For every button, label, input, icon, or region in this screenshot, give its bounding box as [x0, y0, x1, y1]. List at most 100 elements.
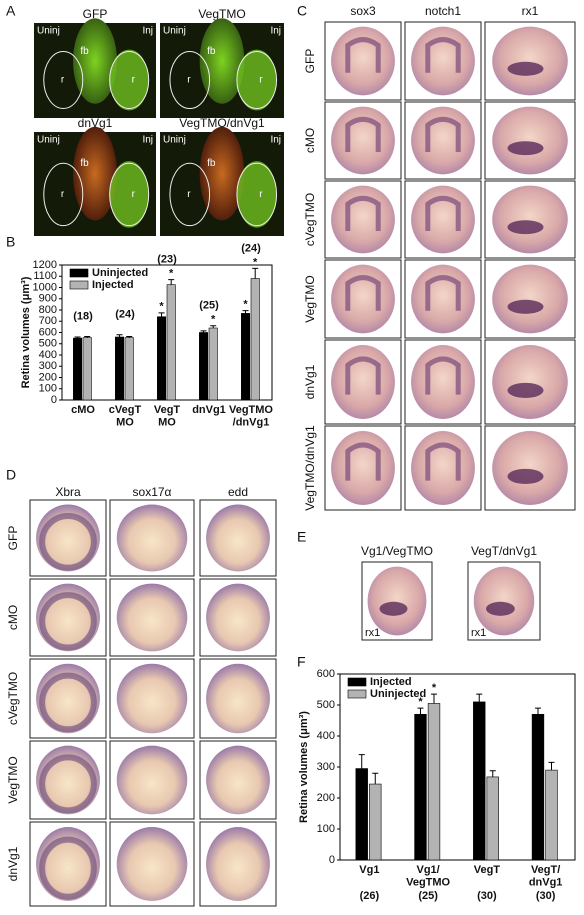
- tissue: [109, 49, 149, 111]
- bar: [124, 337, 134, 401]
- side-label: Inj: [142, 26, 153, 37]
- row-label: VegTMO/dnVg1: [303, 425, 317, 511]
- embryo: [331, 345, 395, 419]
- embryo: [411, 345, 475, 419]
- y-tick-label: 100: [39, 383, 57, 395]
- row-label: cMO: [6, 605, 20, 630]
- marker-label: rx1: [365, 627, 380, 639]
- row-label: VegTMO: [6, 756, 20, 803]
- count-label: (24): [241, 242, 261, 254]
- embryo: [116, 583, 188, 652]
- bar: [355, 768, 368, 861]
- x-tick-label: cMO: [71, 404, 95, 416]
- significance: *: [253, 256, 258, 268]
- significance: *: [159, 301, 164, 313]
- region-label: fb: [207, 158, 216, 169]
- region-label: r: [61, 75, 65, 86]
- column-header: rx1: [522, 4, 539, 18]
- stain: [39, 512, 97, 571]
- y-tick-label: 600: [317, 668, 335, 680]
- row-label: VegTMO: [303, 275, 317, 322]
- region-label: r: [259, 75, 263, 86]
- tissue: [236, 49, 277, 111]
- region-label: fb: [80, 158, 89, 169]
- side-label: Inj: [270, 26, 281, 37]
- row-label: dnVg1: [6, 846, 20, 881]
- x-tick-label: Vg1/VegTMO: [406, 864, 450, 889]
- region-label: r: [132, 189, 136, 200]
- y-tick-label: 100: [317, 823, 335, 835]
- embryo: [116, 827, 188, 901]
- stain: [507, 468, 544, 484]
- row-label: cMO: [303, 128, 317, 153]
- y-tick-label: 1100: [33, 270, 57, 282]
- embryo: [331, 26, 395, 96]
- embryo: [492, 26, 568, 96]
- region-label: fb: [80, 46, 89, 57]
- error-bar: [74, 336, 81, 339]
- error-bar: [242, 310, 249, 314]
- error-bar: [126, 335, 133, 338]
- panel-label: A: [6, 3, 16, 19]
- error-bar: [84, 335, 91, 338]
- stain: [507, 61, 544, 76]
- significance: *: [243, 298, 248, 310]
- tissue: [73, 18, 117, 104]
- stain: [425, 116, 461, 153]
- x-tick-label: Vg1: [359, 864, 379, 876]
- x-tick-label: VegT: [474, 864, 501, 876]
- error-bar: [431, 693, 437, 704]
- stain: [345, 356, 381, 395]
- retina-outline: [109, 162, 150, 227]
- y-axis-label: Retina volumes (μm³): [20, 276, 32, 388]
- side-label: Uninj: [37, 135, 60, 146]
- error-bar: [210, 325, 217, 328]
- embryo: [331, 431, 395, 505]
- count-label: (30): [536, 890, 556, 902]
- y-tick-label: 500: [39, 338, 57, 350]
- column-header: sox3: [350, 4, 376, 18]
- x-tick-label: VegTMO/dnVg1: [229, 404, 273, 429]
- y-tick-label: 300: [317, 761, 335, 773]
- region-label: r: [187, 75, 191, 86]
- region-label: r: [132, 75, 136, 86]
- embryo: [206, 663, 270, 734]
- side-label: Inj: [142, 135, 153, 146]
- x-tick-label: VegT/dnVg1: [529, 864, 563, 889]
- bar: [166, 284, 176, 401]
- embryo: [206, 745, 270, 815]
- y-tick-label: 0: [329, 854, 335, 866]
- y-tick-label: 400: [39, 349, 57, 361]
- error-bar: [489, 770, 496, 777]
- retina-outline: [109, 51, 150, 109]
- embryo: [473, 566, 535, 636]
- retina-outline: [236, 162, 278, 227]
- stain: [425, 37, 461, 73]
- y-tick-label: 500: [317, 699, 335, 711]
- count-label: (25): [199, 300, 219, 312]
- panel-label: F: [297, 654, 306, 670]
- bar: [427, 703, 441, 861]
- row-label: cVegTMO: [303, 193, 317, 246]
- tissue: [73, 126, 117, 221]
- y-axis-label: Retina volumes (μm³): [298, 711, 310, 823]
- image-title: Vg1/VegTMO: [361, 544, 433, 558]
- error-bar: [476, 693, 483, 702]
- y-tick-label: 0: [51, 394, 57, 406]
- bar: [414, 713, 427, 861]
- stain: [345, 275, 381, 311]
- column-header: Xbra: [55, 485, 81, 499]
- stain: [345, 37, 381, 73]
- region-label: r: [61, 189, 65, 200]
- y-tick-label: 700: [39, 315, 57, 327]
- row-label: dnVg1: [303, 364, 317, 399]
- bar: [241, 313, 251, 401]
- embryo: [116, 504, 188, 572]
- panel-label: D: [6, 467, 16, 483]
- side-label: Uninj: [37, 26, 60, 37]
- legend-swatch: [347, 677, 367, 687]
- row-label: cVegTMO: [6, 672, 20, 725]
- region-label: r: [187, 189, 191, 200]
- significance: *: [211, 314, 216, 326]
